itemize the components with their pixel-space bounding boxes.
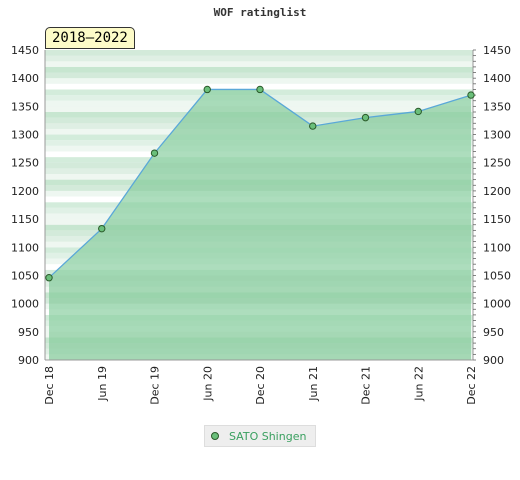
- y-tick-label-right: 1350: [483, 100, 511, 113]
- plot-band-overlay: [45, 219, 473, 248]
- plot-band-overlay: [45, 275, 473, 304]
- data-point: [256, 85, 264, 94]
- data-point: [45, 274, 53, 282]
- y-tick-label-left: 950: [18, 326, 39, 339]
- legend-marker-icon: [211, 432, 219, 440]
- y-tick-label-left: 1200: [11, 185, 39, 198]
- y-tick-label-left: 900: [18, 354, 39, 367]
- legend-label: SATO Shingen: [229, 429, 307, 443]
- data-point: [203, 85, 211, 94]
- y-tick-label-left: 1100: [11, 241, 39, 254]
- y-tick-label-right: 1100: [483, 241, 511, 254]
- y-tick-label-right: 1450: [483, 44, 511, 57]
- x-tick-label: Dec 20: [254, 366, 267, 405]
- x-tick-label: Jun 21: [307, 366, 320, 402]
- y-tick-label-right: 900: [483, 354, 504, 367]
- plot-band-overlay: [45, 50, 473, 79]
- plot-band: [45, 72, 473, 79]
- y-tick-label-right: 950: [483, 326, 504, 339]
- plot-band: [45, 55, 473, 62]
- y-tick-label-right: 1250: [483, 157, 511, 170]
- plot-band: [45, 78, 473, 84]
- y-tick-label-right: 1150: [483, 213, 511, 226]
- y-tick-label-right: 1300: [483, 129, 511, 142]
- data-point: [467, 91, 475, 99]
- plot-band: [45, 50, 473, 56]
- data-point: [98, 224, 106, 233]
- chart-title: WOF ratinglist: [213, 6, 307, 19]
- data-point: [361, 113, 370, 122]
- period-badge: 2018–2022: [45, 27, 135, 49]
- plot-band-overlay: [45, 106, 473, 135]
- x-tick-label: Dec 19: [149, 366, 162, 405]
- x-tick-label: Dec 22: [465, 366, 478, 405]
- y-tick-label-right: 1000: [483, 298, 511, 311]
- x-tick-label: Dec 21: [360, 366, 373, 405]
- y-tick-label-left: 1000: [11, 298, 39, 311]
- y-tick-label-left: 1050: [11, 269, 39, 282]
- y-tick-label-left: 1350: [11, 100, 39, 113]
- y-tick-label-left: 1300: [11, 129, 39, 142]
- x-tick-label: Jun 20: [201, 366, 214, 402]
- plot-band: [45, 66, 473, 73]
- x-tick-label: Jun 22: [412, 366, 425, 402]
- x-tick-label: Dec 18: [43, 366, 56, 405]
- data-point: [414, 107, 422, 116]
- data-point: [150, 149, 159, 157]
- data-point: [309, 122, 317, 130]
- y-tick-label-right: 1200: [483, 185, 511, 198]
- x-tick-label: Jun 19: [96, 366, 109, 402]
- y-tick-label-left: 1400: [11, 72, 39, 85]
- y-tick-label-left: 1150: [11, 213, 39, 226]
- series-area: [49, 89, 471, 361]
- y-tick-label-right: 1050: [483, 269, 511, 282]
- plot-band: [45, 61, 473, 67]
- y-tick-label-right: 1400: [483, 72, 511, 85]
- legend: SATO Shingen: [204, 425, 316, 447]
- y-tick-label-left: 1450: [11, 44, 39, 57]
- plot-band-overlay: [45, 331, 473, 360]
- plot-band-overlay: [45, 162, 473, 191]
- y-tick-label-left: 1250: [11, 157, 39, 170]
